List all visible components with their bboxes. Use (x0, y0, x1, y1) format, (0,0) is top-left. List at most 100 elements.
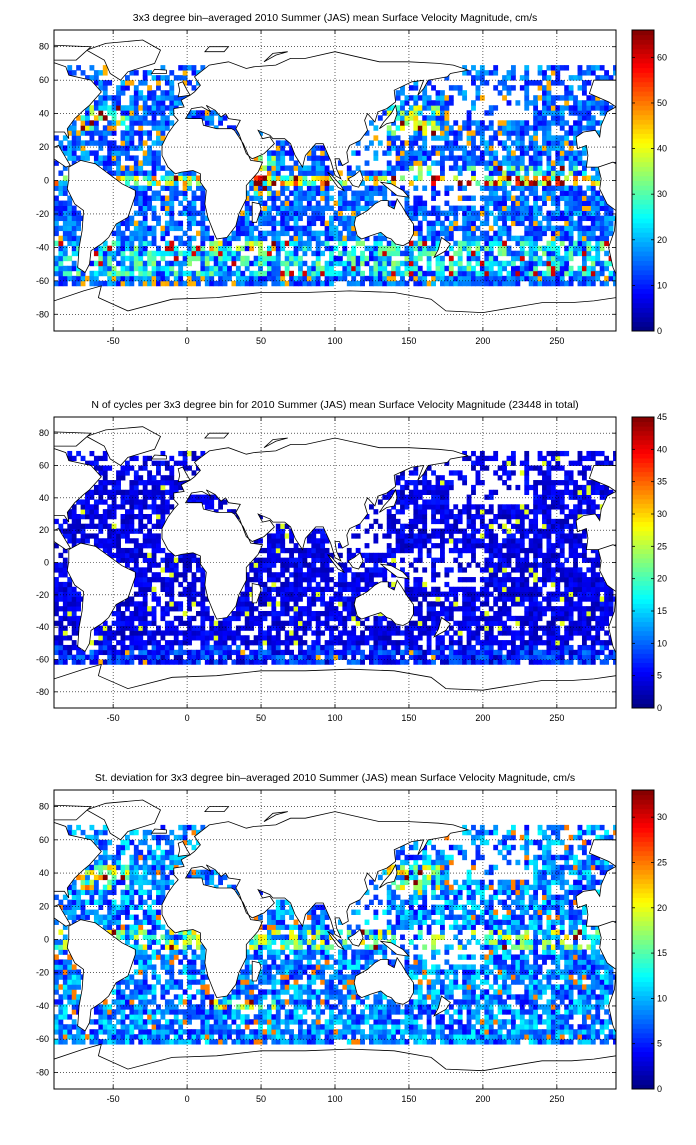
heatmap-cell (347, 548, 352, 553)
heatmap-cell (422, 480, 427, 485)
heatmap-cell (316, 616, 321, 621)
heatmap-cell (338, 611, 343, 616)
heatmap-cell (560, 95, 565, 100)
heatmap-cell (396, 538, 401, 543)
heatmap-cell (369, 120, 374, 125)
heatmap-cell (582, 201, 587, 206)
heatmap-cell (409, 256, 414, 261)
heatmap-cell (263, 276, 268, 281)
heatmap-cell (320, 630, 325, 635)
heatmap-cell (72, 592, 77, 597)
heatmap-cell (205, 630, 210, 635)
heatmap-cell (560, 170, 565, 175)
heatmap-cell (471, 165, 476, 170)
heatmap-cell (382, 553, 387, 558)
heatmap-cell (582, 271, 587, 276)
heatmap-cell (54, 256, 59, 261)
heatmap-cell (143, 630, 148, 635)
heatmap-cell (174, 281, 179, 286)
heatmap-cell (94, 261, 99, 266)
heatmap-cell (174, 650, 179, 655)
heatmap-cell (276, 543, 281, 548)
heatmap-cell (542, 100, 547, 105)
heatmap-cell (214, 266, 219, 271)
heatmap-cell (200, 601, 205, 606)
heatmap-cell (156, 130, 161, 135)
heatmap-cell (249, 246, 254, 251)
heatmap-cell (378, 251, 383, 256)
heatmap-cell (529, 211, 534, 216)
heatmap-cell (387, 630, 392, 635)
heatmap-cell (484, 221, 489, 226)
heatmap-cell (400, 655, 405, 660)
heatmap-cell (467, 165, 472, 170)
heatmap-cell (595, 65, 600, 70)
heatmap-cell (307, 236, 312, 241)
colorbar-tick-label: 60 (657, 52, 667, 62)
heatmap-cell (578, 160, 583, 165)
landmass-svalbard (205, 47, 229, 52)
heatmap-cell (63, 266, 68, 271)
heatmap-cell (396, 125, 401, 130)
heatmap-cell (187, 466, 192, 471)
heatmap-cell (578, 196, 583, 201)
heatmap-cell (413, 533, 418, 538)
heatmap-cell (347, 266, 352, 271)
heatmap-cell (316, 246, 321, 251)
heatmap-cell (143, 640, 148, 645)
heatmap-cell (338, 587, 343, 592)
heatmap-cell (396, 548, 401, 553)
heatmap-cell (449, 85, 454, 90)
heatmap-cell (138, 145, 143, 150)
heatmap-cell (507, 206, 512, 211)
heatmap-cell (524, 206, 529, 211)
heatmap-cell (294, 582, 299, 587)
heatmap-cell (169, 120, 174, 125)
heatmap-cell (267, 592, 272, 597)
heatmap-cell (240, 611, 245, 616)
heatmap-cell (440, 125, 445, 130)
heatmap-cell (129, 231, 134, 236)
heatmap-cell (444, 524, 449, 529)
heatmap-cell (152, 538, 157, 543)
heatmap-cell (160, 206, 165, 211)
heatmap-cell (147, 563, 152, 568)
heatmap-cell (431, 246, 436, 251)
heatmap-cell (231, 660, 236, 665)
heatmap-cell (147, 475, 152, 480)
heatmap-cell (174, 75, 179, 80)
heatmap-cell (431, 543, 436, 548)
heatmap-cell (329, 660, 334, 665)
heatmap-cell (489, 276, 494, 281)
heatmap-cell (72, 616, 77, 621)
heatmap-cell (112, 499, 117, 504)
heatmap-cell (467, 196, 472, 201)
heatmap-cell (160, 582, 165, 587)
heatmap-cell (467, 120, 472, 125)
heatmap-cell (298, 563, 303, 568)
colorbar-segment (632, 223, 654, 228)
heatmap-cell (511, 130, 516, 135)
heatmap-cell (436, 160, 441, 165)
heatmap-cell (138, 499, 143, 504)
heatmap-cell (449, 226, 454, 231)
heatmap-cell (125, 246, 130, 251)
x-tick-label: 150 (401, 336, 416, 346)
heatmap-cell (227, 246, 232, 251)
heatmap-cell (76, 660, 81, 665)
heatmap-cell (129, 529, 134, 534)
heatmap-cell (156, 271, 161, 276)
heatmap-cell (143, 466, 148, 471)
heatmap-cell (143, 206, 148, 211)
heatmap-cell (129, 601, 134, 606)
heatmap-cell (294, 201, 299, 206)
heatmap-cell (533, 241, 538, 246)
heatmap-cell (422, 130, 427, 135)
heatmap-cell (369, 271, 374, 276)
heatmap-cell (138, 621, 143, 626)
heatmap-cell (413, 266, 418, 271)
heatmap-cell (418, 246, 423, 251)
heatmap-cell (405, 115, 410, 120)
heatmap-cell (76, 451, 81, 456)
heatmap-cell (396, 543, 401, 548)
